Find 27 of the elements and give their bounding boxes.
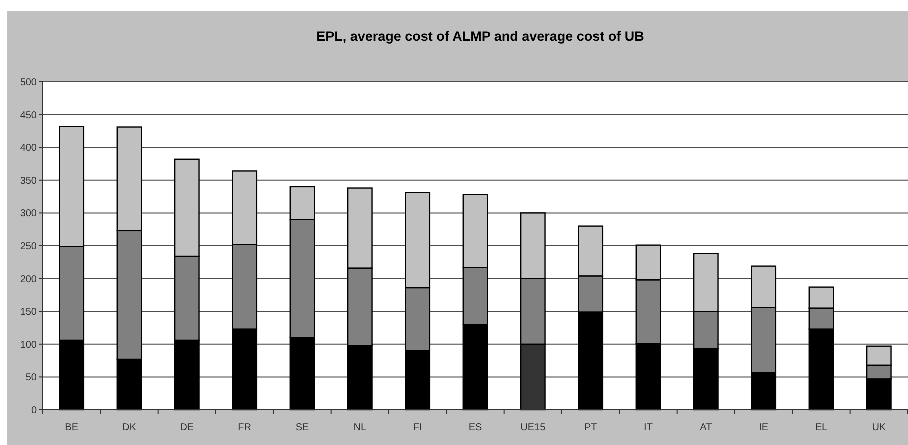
- y-tick-label: 350: [20, 176, 38, 187]
- x-tick-label: IT: [644, 422, 653, 434]
- y-tick-label: 250: [20, 242, 38, 252]
- x-tick-label: NL: [354, 422, 367, 434]
- x-tick-label: DE: [180, 422, 194, 434]
- y-tick-label: 400: [20, 143, 38, 154]
- y-tick-label: 50: [26, 372, 38, 384]
- x-tick-label: SE: [296, 422, 310, 434]
- x-tick-label: AT: [700, 422, 712, 434]
- x-tick-label: PT: [584, 422, 598, 434]
- x-tick-label: BE: [65, 422, 79, 434]
- y-tick-label: 450: [20, 110, 38, 122]
- y-tick-label: 100: [20, 340, 38, 351]
- x-tick-label: UE15: [520, 422, 546, 434]
- x-tick-label: UK: [872, 422, 886, 434]
- x-tick-label: IE: [759, 422, 769, 434]
- y-tick-label: 150: [20, 307, 38, 318]
- y-tick-label: 0: [31, 406, 38, 416]
- chart-title: EPL, average cost of ALMP and average cost of UB: [316, 29, 645, 44]
- x-tick-label: ES: [468, 422, 482, 434]
- x-tick-label: EL: [815, 422, 828, 434]
- y-tick-label: 300: [20, 208, 38, 220]
- y-tick-label: 500: [20, 78, 38, 88]
- x-tick-label: FR: [238, 422, 252, 434]
- y-tick-label: 200: [20, 274, 38, 286]
- x-tick-label: DK: [122, 422, 137, 434]
- x-tick-label: FI: [413, 422, 422, 434]
